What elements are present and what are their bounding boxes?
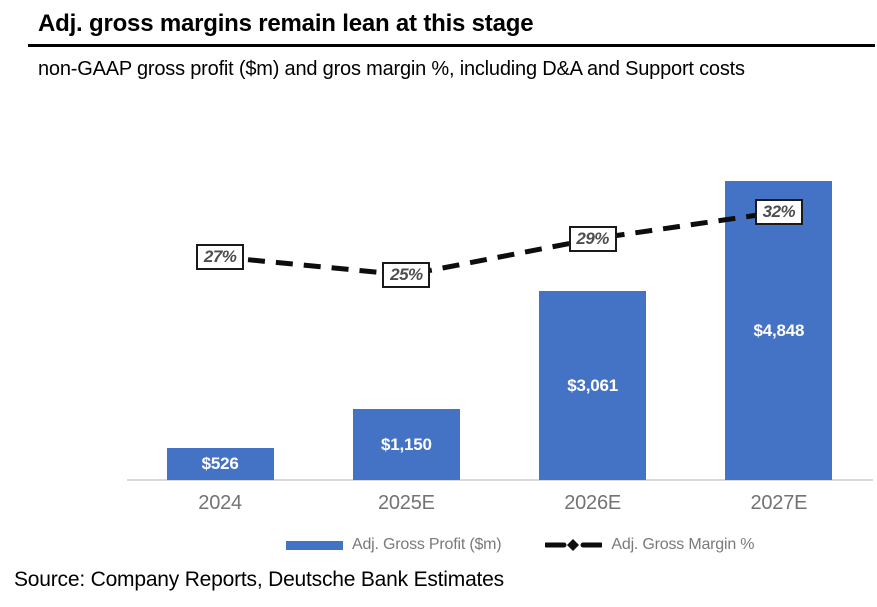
bar-value-label: $1,150 [380,434,432,454]
source-note: Source: Company Reports, Deutsche Bank E… [14,568,504,591]
bar-2025E: $1,150 [352,409,460,480]
margin-label-text: 29% [576,229,609,248]
legend-label: Adj. Gross Profit ($m) [352,536,502,553]
bar-value-label: $526 [201,453,239,473]
margin-label-box: 27% [196,244,245,270]
title-underline [28,44,875,47]
x-axis-tick-label: 2026E [564,492,622,514]
bar-2024: $526 [166,447,274,480]
margin-label-box: 25% [382,262,431,288]
bar-value-label: $4,848 [753,320,805,340]
margin-label-text: 27% [203,247,237,266]
legend-label: Adj. Gross Margin % [611,536,755,553]
x-axis-tick-label: 2025E [377,492,435,514]
x-axis-tick-label: 2024 [198,492,242,514]
legend-item-gross-profit: Adj. Gross Profit ($m) [286,536,502,554]
chart-subtitle: non-GAAP gross profit ($m) and gros marg… [38,58,745,80]
margin-label-box: 29% [568,226,617,252]
margin-label-text: 32% [762,202,796,221]
legend: Adj. Gross Profit ($m) Adj. Gross Margin… [286,536,755,554]
page-title: Adj. gross margins remain lean at this s… [38,10,534,37]
margin-label-box: 32% [754,199,803,225]
bar-swatch-icon [286,540,343,550]
x-axis-line [127,479,873,481]
margin-label-text: 25% [390,265,423,284]
bar-2026E: $3,061 [539,291,647,480]
bar-value-label: $3,061 [567,375,619,395]
legend-item-gross-margin: Adj. Gross Margin % [545,536,755,554]
dashed-line-icon [545,539,603,551]
x-axis-tick-label: 2027E [750,492,808,514]
bar-2027E: $4,848 [725,181,833,480]
